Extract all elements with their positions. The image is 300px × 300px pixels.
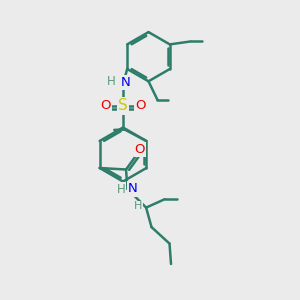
Text: S: S — [118, 98, 128, 113]
Text: O: O — [100, 99, 111, 112]
Text: H: H — [107, 75, 116, 88]
Text: H: H — [116, 183, 125, 196]
Text: N: N — [121, 76, 130, 89]
Text: O: O — [135, 99, 146, 112]
Text: H: H — [134, 201, 142, 212]
Text: N: N — [128, 182, 138, 196]
Text: O: O — [135, 142, 145, 156]
